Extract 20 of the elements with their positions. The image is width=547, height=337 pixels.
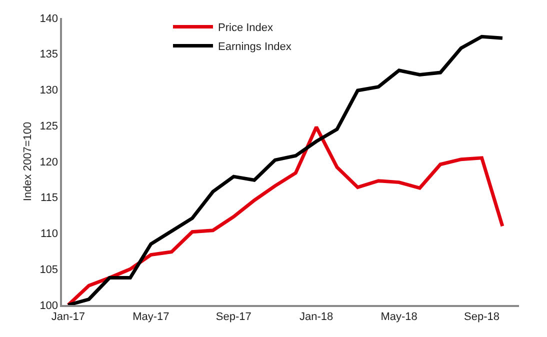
- y-axis-title: Index 2007=100: [22, 122, 34, 202]
- y-tick-label: 105: [40, 264, 58, 276]
- y-tick-label: 100: [40, 300, 58, 312]
- y-tick-label: 130: [40, 84, 58, 97]
- x-tick-label: Sep-17: [216, 310, 252, 323]
- line-series: [66, 125, 504, 305]
- y-tick-label: 140: [40, 12, 58, 25]
- y-tick-label: 135: [40, 48, 58, 61]
- x-tick-label: Sep-18: [464, 310, 500, 323]
- x-tick-label: Jan-17: [51, 310, 86, 323]
- x-tick-label: Jan-18: [300, 310, 334, 323]
- legend-label: Earnings Index: [218, 41, 292, 54]
- y-tick-label: 115: [40, 192, 58, 204]
- x-tick-label: May-18: [380, 310, 418, 323]
- y-tick-label: 125: [40, 120, 58, 132]
- y-tick-label: 110: [40, 228, 58, 240]
- y-tick-label: 120: [40, 156, 58, 168]
- line-series: [66, 34, 504, 305]
- x-tick-label: May-17: [132, 310, 170, 323]
- legend-label: Price Index: [218, 22, 274, 34]
